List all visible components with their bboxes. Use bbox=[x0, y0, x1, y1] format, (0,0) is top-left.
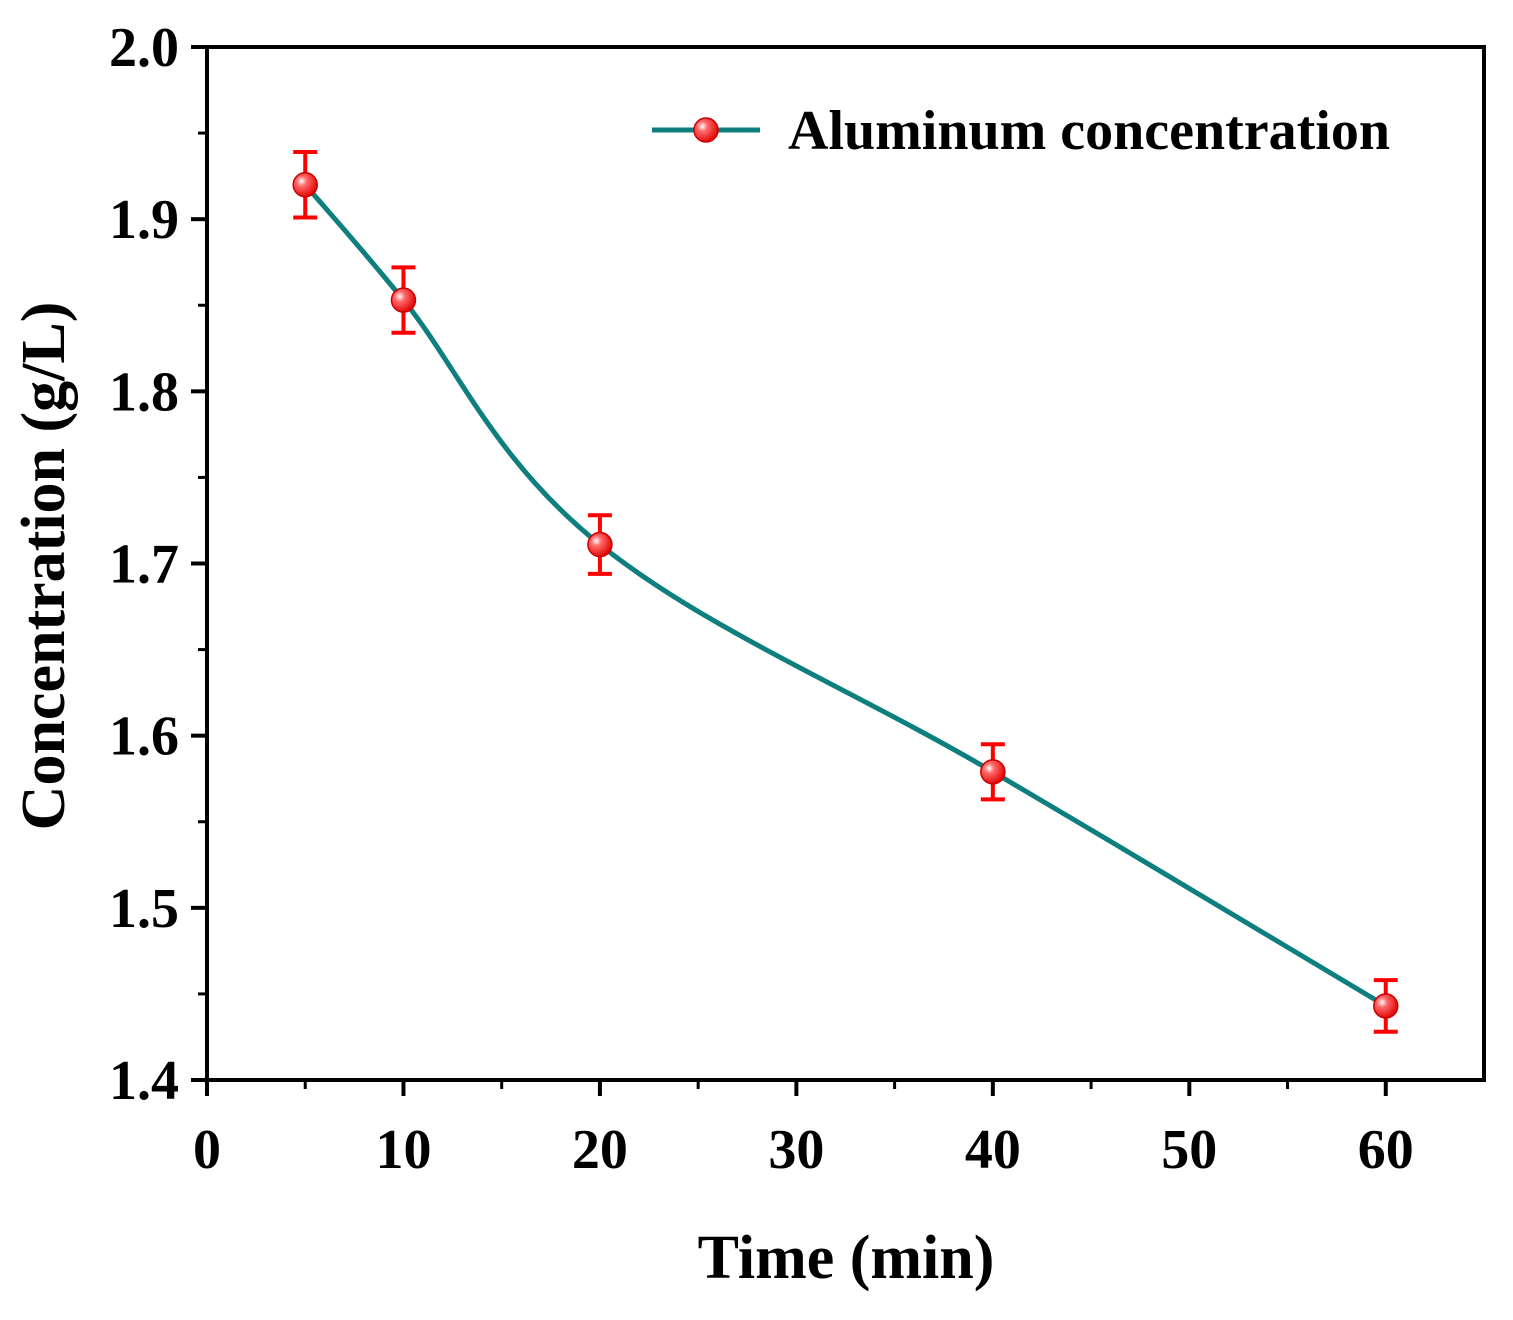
y-tick-label: 1.7 bbox=[109, 534, 179, 596]
legend-marker bbox=[693, 117, 719, 143]
axes-layer: 0 10 20 30 40 50 60 1.4 1.5 1.6 1.7 1.8 1.9 2.0 bbox=[109, 17, 1486, 1181]
plot-layer bbox=[292, 150, 1399, 1034]
y-tick-label: 1.8 bbox=[109, 361, 179, 423]
y-tick-label: 2.0 bbox=[109, 17, 179, 79]
data-point bbox=[1373, 993, 1399, 1019]
x-axis-title: Time (min) bbox=[698, 1224, 995, 1292]
y-tick-label: 1.9 bbox=[109, 189, 179, 251]
data-point bbox=[587, 531, 613, 558]
legend: Aluminum concentration bbox=[652, 100, 1390, 162]
x-tick-label: 20 bbox=[572, 1119, 628, 1181]
legend-label: Aluminum concentration bbox=[788, 100, 1390, 162]
x-tick-label: 0 bbox=[193, 1119, 221, 1181]
plot-frame bbox=[205, 45, 1486, 1082]
y-tick-label: 1.4 bbox=[109, 1050, 179, 1112]
y-axis-title: Concentration (g/L) bbox=[10, 302, 78, 831]
x-tick-label: 40 bbox=[965, 1119, 1021, 1181]
y-tick-label: 1.5 bbox=[109, 878, 179, 940]
y-tick-label: 1.6 bbox=[109, 706, 179, 768]
x-tick-label: 10 bbox=[375, 1119, 431, 1181]
data-point bbox=[390, 287, 417, 313]
data-point bbox=[980, 759, 1006, 785]
data-point bbox=[292, 171, 318, 198]
x-tick-label: 50 bbox=[1161, 1119, 1217, 1181]
series-line bbox=[303, 183, 1388, 1009]
x-tick-label: 30 bbox=[768, 1119, 824, 1181]
x-tick-label: 60 bbox=[1358, 1119, 1414, 1181]
